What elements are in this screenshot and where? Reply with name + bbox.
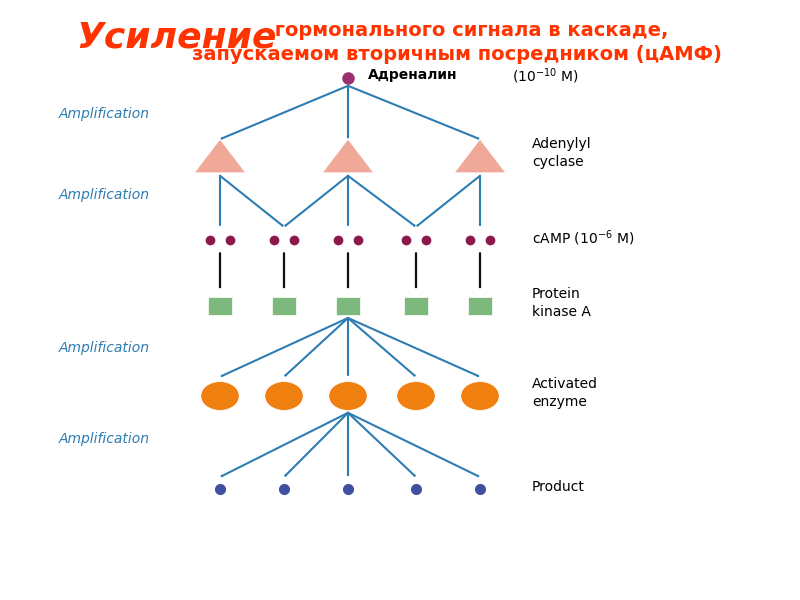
Text: $(10^{-10}\ \mathrm{M})$: $(10^{-10}\ \mathrm{M})$ — [512, 67, 578, 86]
Text: Усиление: Усиление — [76, 21, 277, 55]
Text: Amplification: Amplification — [58, 188, 150, 202]
Circle shape — [329, 382, 367, 410]
Bar — [468, 297, 492, 315]
Text: Amplification: Amplification — [58, 341, 150, 355]
Bar — [336, 297, 360, 315]
Circle shape — [265, 382, 303, 410]
Text: запускаемом вторичным посредником (цАМФ): запускаемом вторичным посредником (цАМФ) — [192, 45, 722, 64]
Bar — [208, 297, 232, 315]
Polygon shape — [322, 139, 374, 173]
Text: Activated
enzyme: Activated enzyme — [532, 377, 598, 409]
Text: Adenylyl
cyclase: Adenylyl cyclase — [532, 137, 592, 169]
Text: Amplification: Amplification — [58, 433, 150, 446]
Polygon shape — [194, 139, 246, 173]
Bar — [272, 297, 296, 315]
Bar — [404, 297, 428, 315]
Text: $\mathrm{cAMP\ (10^{-6}\ M)}$: $\mathrm{cAMP\ (10^{-6}\ M)}$ — [532, 229, 634, 248]
Text: Product: Product — [532, 480, 585, 494]
Circle shape — [461, 382, 499, 410]
Text: гормонального сигнала в каскаде,: гормонального сигнала в каскаде, — [268, 21, 668, 40]
Polygon shape — [454, 139, 506, 173]
Circle shape — [397, 382, 435, 410]
Text: Адреналин: Адреналин — [368, 68, 458, 82]
Text: Protein
kinase A: Protein kinase A — [532, 287, 591, 319]
Circle shape — [201, 382, 239, 410]
Text: Amplification: Amplification — [58, 107, 150, 121]
